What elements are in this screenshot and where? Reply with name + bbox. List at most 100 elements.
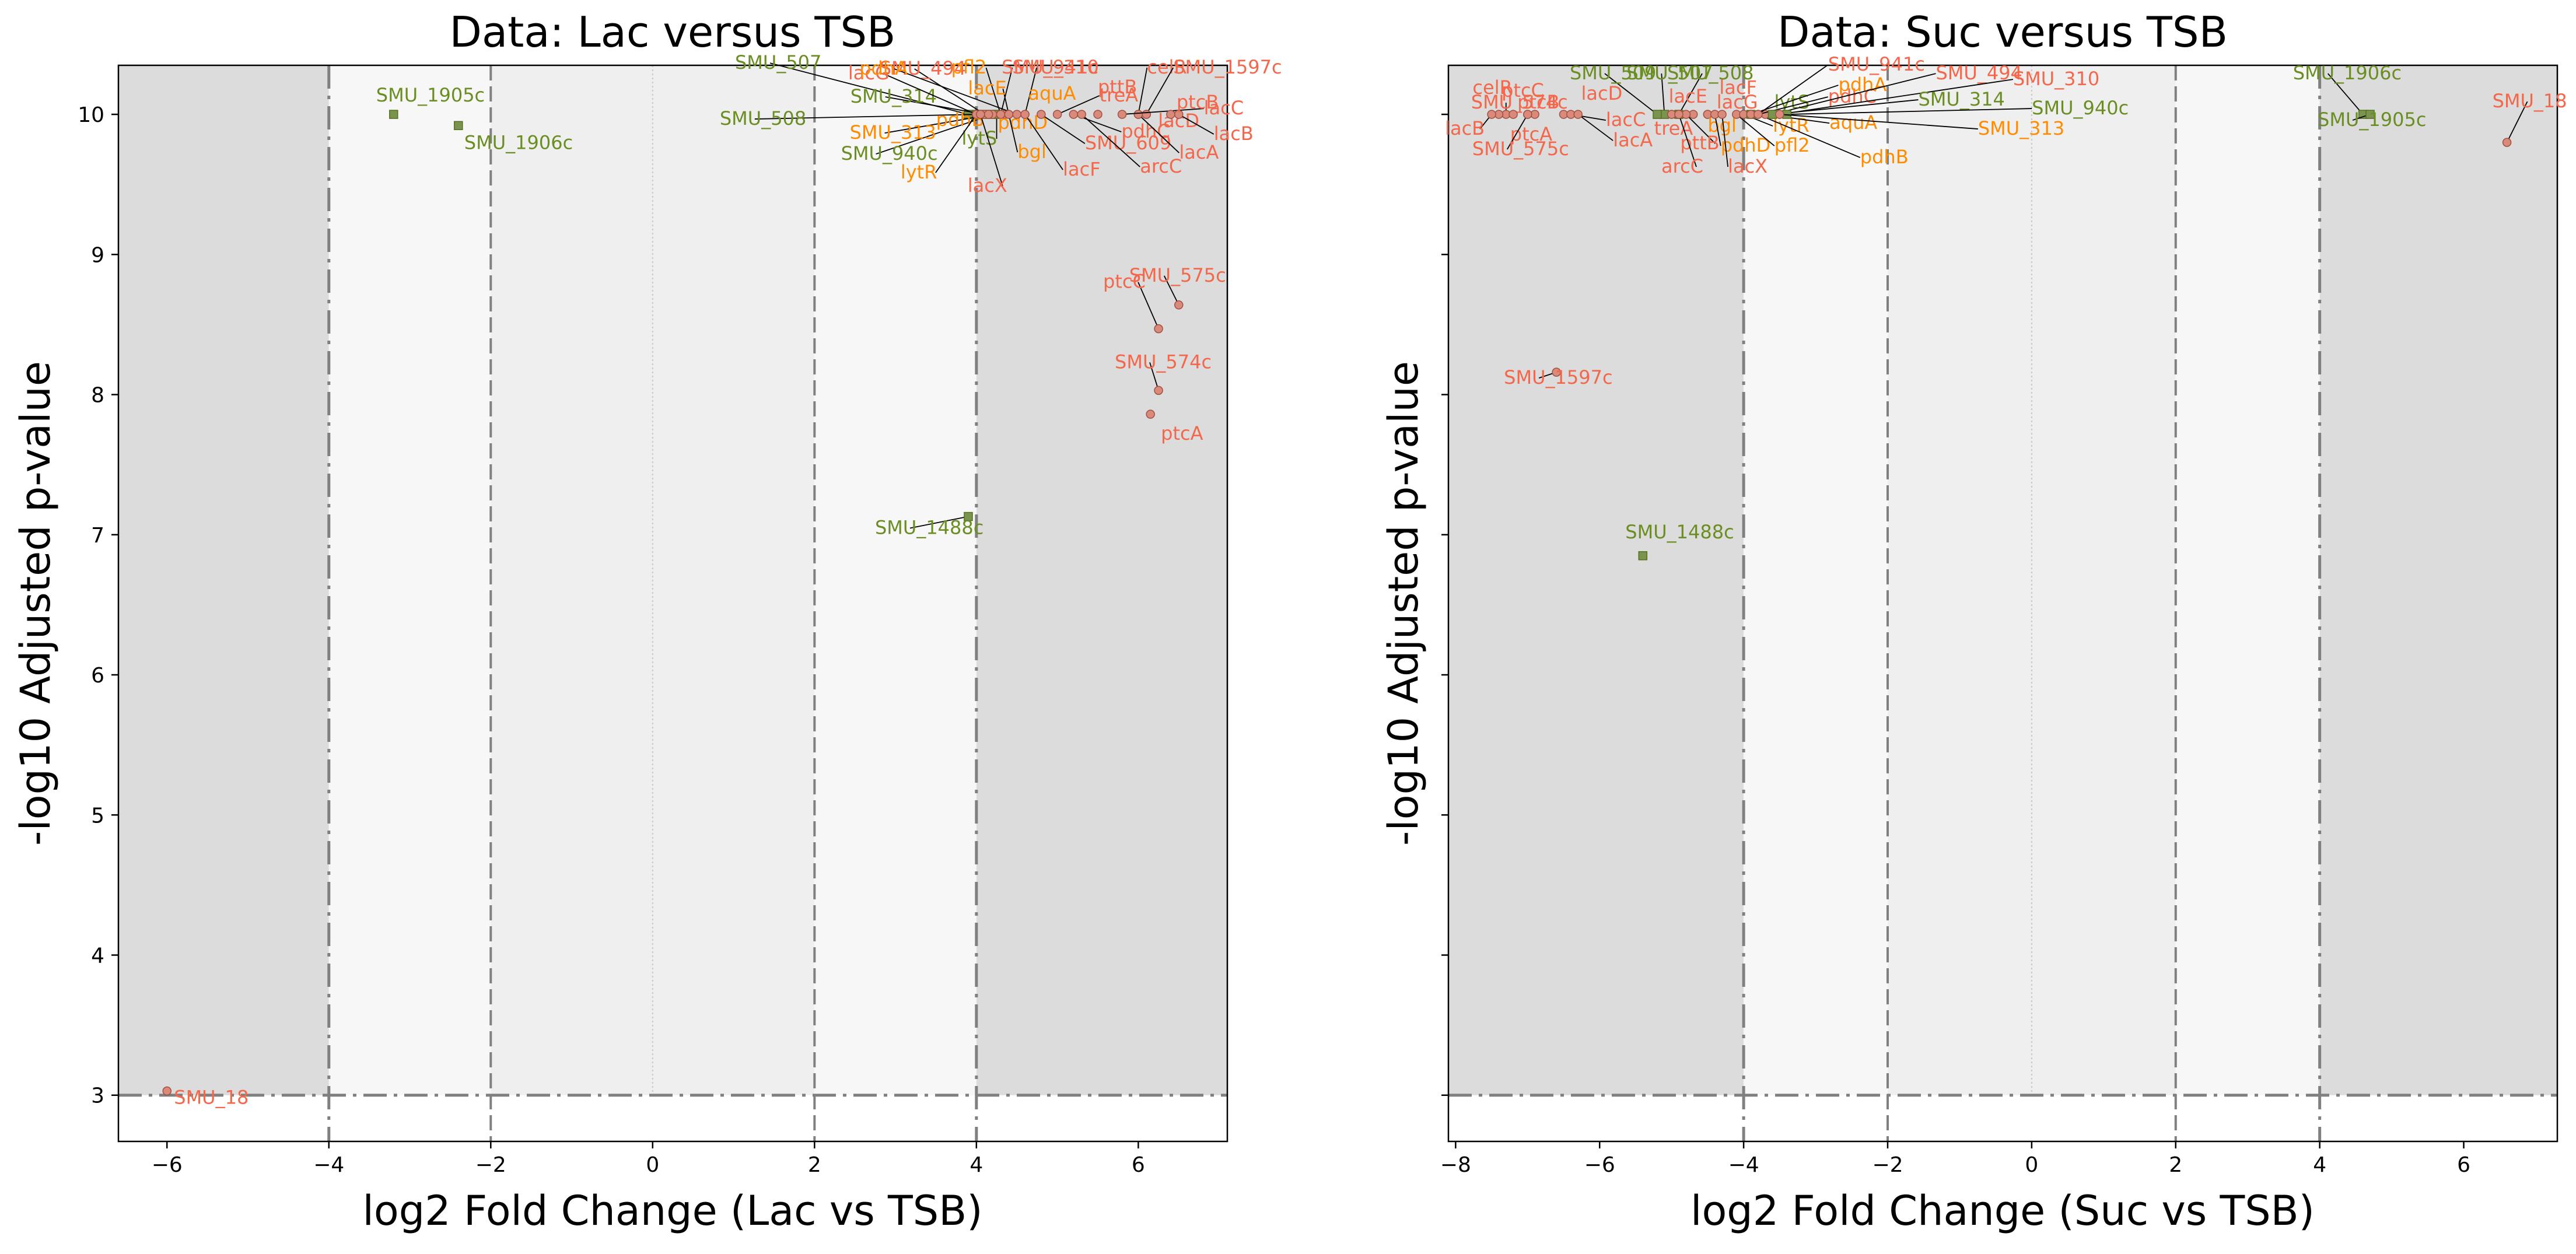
gene-label: pdhD — [1721, 134, 1771, 156]
gene-label: lytS — [962, 127, 998, 149]
label-leader-line — [1178, 114, 1214, 135]
y-tick-label: 10 — [78, 103, 104, 127]
gene-label: SMU_508 — [720, 107, 806, 129]
significance-band — [814, 65, 977, 1095]
data-point — [1077, 110, 1086, 119]
label-leader-line — [1714, 114, 1721, 146]
data-point — [1154, 386, 1163, 395]
x-tick-label: 2 — [2169, 1153, 2182, 1177]
gene-label: pfl2 — [1774, 134, 1810, 156]
gene-label: SMU_941c — [1828, 53, 1925, 75]
gene-label: SMU_494 — [880, 57, 966, 79]
label-leader-line — [1678, 114, 1697, 167]
x-tick-label: −8 — [1440, 1153, 1471, 1177]
label-leader-line — [1787, 108, 2032, 115]
gene-label: pdhA — [859, 57, 908, 79]
gene-label: SMU_1488c — [875, 517, 984, 539]
significance-band — [118, 65, 329, 1095]
label-leader-line — [1736, 114, 1775, 146]
gene-label: SMU_508 — [1667, 62, 1754, 84]
gene-label: SMU_313 — [850, 121, 936, 143]
gene-label: SMU_314 — [850, 85, 937, 107]
x-tick-label: −2 — [475, 1153, 506, 1177]
x-tick-label: −2 — [1872, 1153, 1903, 1177]
data-point — [1754, 110, 1763, 119]
gene-label: SMU_575c — [1129, 264, 1226, 286]
data-point — [1775, 110, 1784, 119]
data-point — [1552, 367, 1561, 377]
gene-label: treA — [1100, 84, 1139, 106]
gene-label: lacF — [1063, 158, 1101, 180]
data-point — [1638, 551, 1648, 561]
data-point — [454, 121, 463, 131]
gene-label: pdhB — [1860, 146, 1909, 168]
label-leader-line — [883, 73, 977, 115]
data-point — [1142, 110, 1151, 119]
data-point — [1523, 110, 1532, 119]
label-leader-line — [1041, 114, 1086, 144]
gene-label: lacA — [1613, 129, 1653, 151]
data-point — [976, 110, 985, 119]
gene-label: SMU_509 — [1570, 62, 1656, 84]
label-leader-line — [1779, 79, 2013, 115]
data-point — [1020, 110, 1030, 119]
label-leader-line — [1577, 114, 1614, 141]
gene-label: lacE — [968, 77, 1006, 99]
label-leader-line — [894, 68, 1017, 115]
chart-title: Data: Suc versus TSB — [1777, 8, 2228, 57]
data-point — [1717, 110, 1727, 119]
data-point — [964, 512, 973, 521]
data-point — [1573, 110, 1583, 119]
gene-label: lacC — [1606, 108, 1646, 131]
data-point — [1133, 110, 1143, 119]
y-tick-label: 4 — [91, 944, 104, 968]
y-tick-label: 3 — [91, 1084, 104, 1108]
gene-label: SMU_574c — [1115, 351, 1212, 373]
gene-label: SMU_310 — [1012, 56, 1098, 78]
x-tick-label: −4 — [313, 1153, 344, 1177]
x-axis-label: log2 Fold Change (Lac vs TSB) — [362, 1187, 982, 1235]
gene-label: SMU_940c — [2032, 97, 2129, 119]
gene-label: pfl2 — [951, 56, 986, 78]
data-point — [1653, 110, 1662, 119]
x-tick-label: 4 — [2313, 1153, 2326, 1177]
gene-label: celR — [1147, 56, 1186, 78]
gene-label: SMU_1597c — [1504, 366, 1612, 388]
plot-frame — [117, 64, 1228, 1143]
data-point — [1004, 110, 1014, 119]
plot-frame — [1447, 64, 2558, 1143]
significance-band — [2175, 65, 2320, 1095]
gene-label: SMU_941c — [1002, 56, 1098, 78]
gene-label: SMU_940c — [841, 142, 938, 164]
data-point — [2502, 138, 2512, 147]
y-tick-label: 8 — [91, 384, 104, 408]
data-point — [1012, 110, 1021, 119]
label-leader-line — [1000, 67, 1013, 115]
label-leader-line — [1146, 67, 1174, 115]
data-point — [1174, 300, 1184, 310]
gene-label: ptcA — [1161, 422, 1203, 444]
data-point — [1052, 110, 1062, 119]
significance-band — [976, 65, 1227, 1095]
label-leader-line — [885, 96, 985, 115]
label-leader-line — [935, 114, 977, 173]
y-tick-label: 7 — [91, 524, 104, 548]
gene-label: lacG — [848, 62, 890, 84]
significance-band — [2319, 65, 2557, 1095]
data-point — [984, 110, 993, 119]
label-leader-line — [1008, 114, 1019, 153]
label-leader-line — [876, 114, 993, 155]
label-leader-line — [1661, 73, 1665, 115]
label-leader-line — [1024, 114, 1063, 170]
label-leader-line — [1163, 275, 1180, 306]
x-axis-label: log2 Fold Change (Suc vs TSB) — [1690, 1187, 2315, 1235]
label-leader-line — [1057, 95, 1100, 115]
gene-label: pttB — [1098, 76, 1137, 98]
gene-label: SMU_1488c — [1625, 521, 1734, 543]
x-tick-label: 4 — [970, 1153, 983, 1177]
data-point — [1093, 110, 1102, 119]
label-leader-line — [754, 114, 977, 120]
gene-label: SMU_494 — [1936, 62, 2022, 84]
gene-label: SMU_1905c — [2318, 108, 2426, 131]
